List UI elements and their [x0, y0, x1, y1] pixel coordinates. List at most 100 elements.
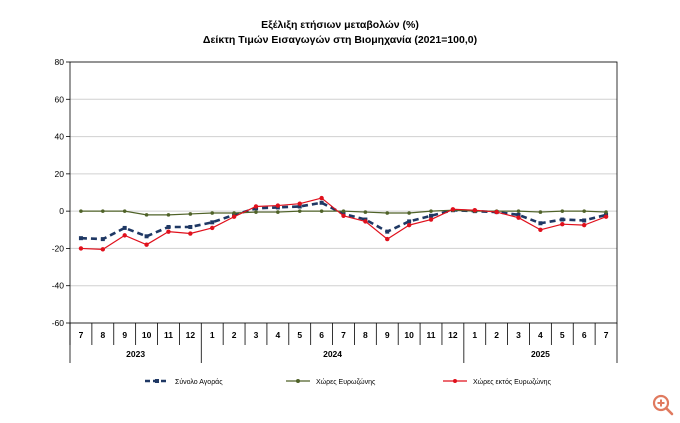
legend-label: Σύνολο Αγοράς [175, 378, 223, 386]
x-tick-label: 5 [297, 330, 302, 340]
data-point [122, 209, 127, 213]
data-point [560, 221, 565, 227]
data-point [122, 225, 127, 230]
zoom-button[interactable] [651, 393, 675, 417]
x-tick-label: 2 [494, 330, 499, 340]
chart-title-block: Εξέλιξη ετήσιων μεταβολών (%) Δείκτη Τιμ… [0, 18, 680, 48]
x-tick-label: 5 [560, 330, 565, 340]
legend-label: Χώρες εκτός Ευρωζώνης [473, 378, 552, 386]
y-tick-label: -40 [52, 281, 65, 291]
data-point [188, 231, 193, 236]
data-point [275, 203, 281, 208]
data-point [319, 209, 324, 213]
data-point [254, 210, 258, 214]
x-tick-label: 11 [427, 330, 436, 340]
plot-area [69, 61, 618, 324]
x-tick-label: 12 [448, 330, 458, 340]
data-point [582, 209, 586, 213]
data-point [407, 219, 412, 224]
year-label: 2025 [531, 349, 550, 359]
data-point [319, 195, 324, 201]
data-point [538, 227, 543, 232]
x-tick-label: 10 [142, 330, 152, 340]
data-point [100, 247, 106, 252]
data-point [210, 225, 215, 231]
data-point [232, 211, 236, 215]
data-point [144, 234, 149, 239]
zoom-in-icon [652, 394, 674, 416]
year-label: 2024 [323, 349, 342, 359]
data-point [341, 209, 346, 213]
data-point [78, 236, 83, 241]
data-point [166, 224, 171, 229]
series-line [80, 201, 607, 241]
data-point [210, 220, 215, 225]
x-tick-label: 6 [319, 330, 324, 340]
data-point [188, 224, 193, 229]
legend-marker [453, 379, 457, 383]
data-point [341, 213, 346, 219]
x-tick-label: 3 [254, 330, 259, 340]
data-point [560, 217, 565, 222]
data-point [276, 210, 280, 214]
x-tick-label: 7 [341, 330, 346, 340]
data-point [407, 211, 411, 215]
x-tick-label: 3 [516, 330, 521, 340]
data-point [166, 213, 171, 217]
data-point [363, 219, 368, 224]
x-tick-label: 7 [79, 330, 84, 340]
data-point [78, 246, 84, 251]
y-tick-label: 0 [59, 206, 64, 216]
x-tick-label: 11 [164, 330, 173, 340]
data-point [538, 221, 543, 226]
x-tick-label: 6 [582, 330, 587, 340]
data-point [516, 209, 521, 213]
data-point [385, 229, 390, 234]
legend-marker [155, 379, 159, 383]
data-point [253, 204, 259, 209]
data-point [363, 210, 368, 214]
data-point [297, 209, 302, 213]
x-tick-label: 8 [100, 330, 105, 340]
data-point [494, 209, 499, 215]
data-point [472, 208, 477, 213]
data-point [538, 210, 543, 214]
data-point [385, 236, 390, 242]
legend-marker [296, 379, 300, 383]
series-line [80, 197, 607, 250]
data-point [516, 215, 521, 220]
data-point [297, 204, 302, 209]
x-tick-label: 9 [122, 330, 127, 340]
data-point [166, 229, 171, 234]
data-point [428, 217, 434, 222]
y-tick-label: -20 [52, 243, 65, 253]
data-point [604, 210, 608, 214]
data-point [581, 222, 587, 228]
x-tick-label: 4 [538, 330, 543, 340]
y-tick-label: 20 [55, 169, 65, 179]
data-point [385, 211, 390, 215]
data-point [319, 200, 324, 205]
x-tick-label: 8 [363, 330, 368, 340]
data-point [101, 209, 105, 213]
data-point [210, 211, 215, 215]
x-tick-label: 9 [385, 330, 390, 340]
data-point [516, 212, 521, 217]
data-point [79, 209, 83, 213]
data-point [429, 213, 434, 218]
x-tick-label: 4 [275, 330, 280, 340]
chart-title: Εξέλιξη ετήσιων μεταβολών (%) [261, 19, 419, 31]
data-point [144, 213, 149, 217]
y-tick-label: -60 [52, 318, 65, 328]
data-point [122, 233, 127, 238]
x-tick-label: 12 [186, 330, 196, 340]
legend-label: Χώρες Ευρωζώνης [316, 378, 376, 386]
x-tick-label: 1 [472, 330, 477, 340]
data-point [100, 237, 105, 242]
data-point [450, 207, 456, 212]
data-point [560, 209, 565, 213]
data-point [406, 222, 412, 228]
data-point [429, 209, 433, 213]
y-tick-label: 80 [55, 57, 65, 67]
chart-subtitle: Δείκτη Τιμών Εισαγωγών στη Βιομηχανία (2… [202, 34, 478, 46]
